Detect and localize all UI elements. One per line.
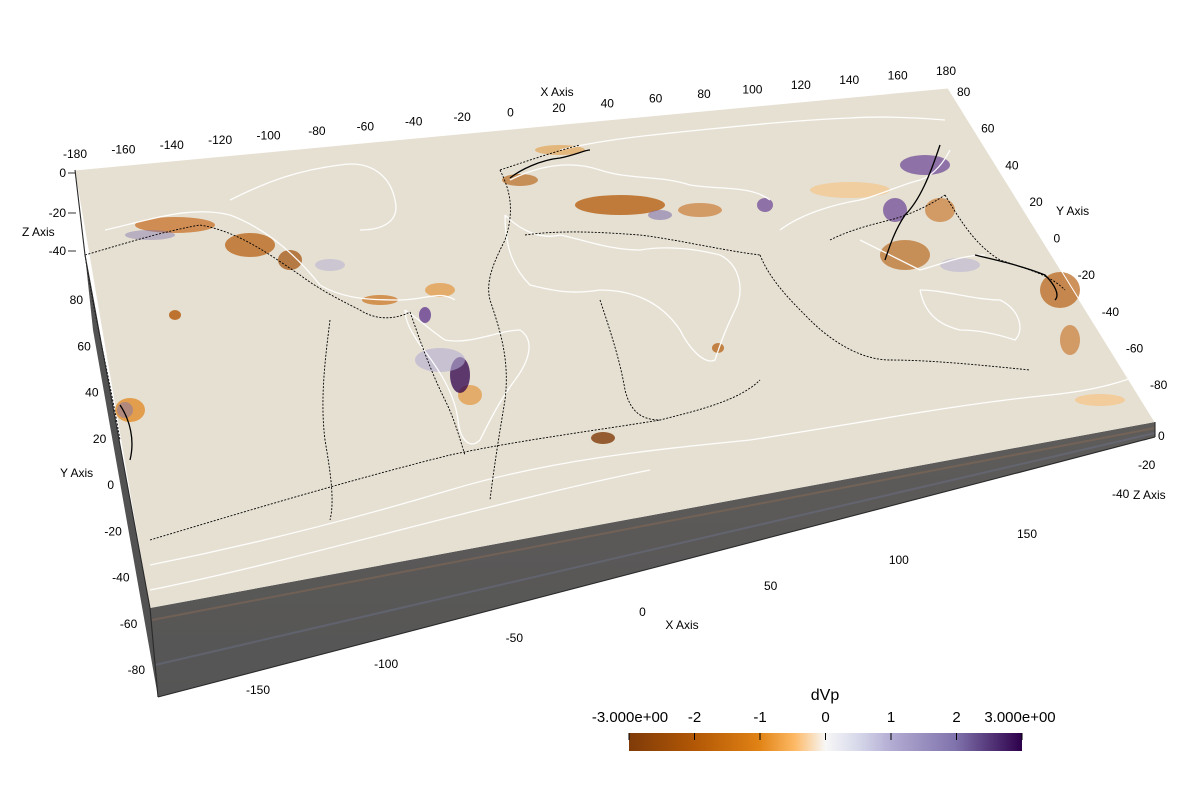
top-x-tick-label: 20 — [552, 101, 566, 115]
top-x-tick-label: -80 — [308, 124, 326, 138]
colorbar-ticks: -3.000e+00 -2 -1 0 1 2 3.000e+00 — [592, 709, 1056, 740]
top-x-tick-label: 120 — [791, 78, 811, 92]
bottom-x-tick-label: -150 — [246, 683, 270, 697]
box-edges — [74, 87, 1156, 423]
top-x-tick-label: -40 — [405, 115, 423, 129]
right-z-tick-label: -20 — [1138, 458, 1156, 472]
axis-labels: -180 -160 -140 -120 -100 -80 -60 -40 -20 0 20 40 60 8… — [22, 64, 1168, 697]
top-x-axis-title: X Axis — [540, 85, 573, 99]
left-z-tick-label: -40 — [49, 244, 67, 258]
top-x-tick-label: -160 — [111, 142, 135, 156]
colorbar-title: dVp — [811, 687, 840, 704]
colorbar-tick-label: -2 — [688, 709, 701, 726]
right-z-tick-label: 0 — [1158, 429, 1165, 443]
colorbar-tick-label: 2 — [952, 709, 960, 726]
top-x-tick-label: 100 — [742, 82, 762, 96]
left-y-tick-label: -60 — [120, 617, 138, 631]
colorbar: dVp -3.000e+00 -2 -1 0 1 2 3.000e+00 — [592, 687, 1056, 751]
right-y-tick-label: 80 — [957, 85, 971, 99]
left-y-axis-title: Y Axis — [60, 466, 93, 480]
left-z-tick-label: 0 — [59, 166, 66, 180]
bottom-x-tick-label: 0 — [639, 605, 646, 619]
front-face-bands — [151, 427, 1156, 666]
box-outline — [74, 169, 1156, 698]
right-y-tick-label: -40 — [1102, 305, 1120, 319]
left-y-tick-label: 80 — [70, 293, 84, 307]
right-y-axis-title: Y Axis — [1056, 204, 1089, 218]
bottom-x-tick-label: 100 — [889, 553, 909, 567]
colorbar-tick-label: -1 — [753, 709, 766, 726]
left-y-tick-label: 0 — [107, 478, 114, 492]
top-x-tick-label: -60 — [357, 119, 375, 133]
top-x-tick-label: 0 — [507, 106, 514, 120]
top-x-tick-label: 160 — [888, 69, 908, 83]
right-y-tick-label: 60 — [981, 122, 995, 136]
trenches — [119, 144, 1058, 461]
left-z-tick-label: -20 — [49, 206, 67, 220]
right-y-tick-label: 0 — [1054, 232, 1061, 246]
right-y-tick-label: -20 — [1078, 268, 1096, 282]
colorbar-tick-label: 0 — [821, 709, 829, 726]
bottom-x-axis-title: X Axis — [665, 618, 698, 632]
right-y-tick-label: 40 — [1005, 158, 1019, 172]
left-y-tick-label: -80 — [128, 663, 146, 677]
top-x-tick-label: -120 — [208, 133, 232, 147]
top-x-tick-label: 180 — [936, 64, 956, 78]
top-x-tick-label: -140 — [160, 138, 184, 152]
colorbar-gradient — [629, 733, 1022, 751]
bottom-x-tick-label: -50 — [506, 631, 524, 645]
bottom-x-tick-label: 50 — [764, 579, 778, 593]
left-y-tick-label: 60 — [77, 339, 91, 353]
top-x-tick-label: 40 — [601, 96, 615, 110]
plate-boundaries — [84, 144, 1066, 541]
top-x-tick-label: -20 — [453, 110, 471, 124]
top-x-tick-label: 80 — [697, 87, 711, 101]
colorbar-tick-label: 1 — [887, 709, 895, 726]
bottom-x-tick-label: -100 — [374, 657, 398, 671]
top-x-tick-label: -180 — [63, 147, 87, 161]
right-y-tick-label: -80 — [1150, 378, 1168, 392]
left-z-axis-title: Z Axis — [22, 225, 55, 239]
box-left-face — [85, 255, 158, 697]
right-y-tick-label: 20 — [1029, 195, 1043, 209]
left-y-tick-label: 40 — [85, 386, 99, 400]
right-z-tick-label: -40 — [1112, 487, 1130, 501]
top-x-tick-label: 140 — [839, 73, 859, 87]
top-x-tick-label: 60 — [649, 92, 663, 106]
right-y-tick-label: -60 — [1126, 341, 1144, 355]
left-y-tick-label: -20 — [104, 524, 122, 538]
colorbar-tick-label: -3.000e+00 — [592, 709, 668, 726]
bottom-x-tick-label: 150 — [1017, 527, 1037, 541]
top-x-tick-label: -100 — [257, 129, 281, 143]
left-y-tick-label: -40 — [112, 571, 130, 585]
coastlines — [104, 116, 1151, 591]
colorbar-tick-label: 3.000e+00 — [984, 709, 1055, 726]
left-y-tick-label: 20 — [93, 432, 107, 446]
right-z-axis-title: Z Axis — [1133, 488, 1166, 502]
